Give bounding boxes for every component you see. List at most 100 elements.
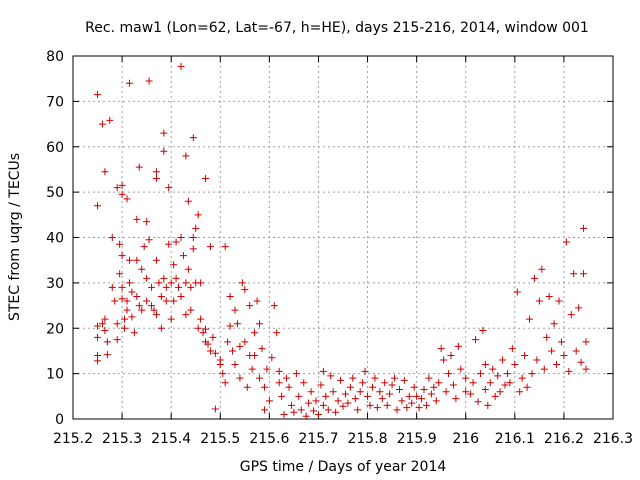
- data-point: [535, 297, 543, 305]
- data-point: [219, 370, 227, 378]
- data-point: [334, 397, 342, 405]
- data-point: [172, 238, 180, 246]
- y-tick-label: 70: [46, 94, 64, 110]
- data-point: [415, 404, 423, 412]
- data-point: [491, 392, 499, 400]
- data-point: [116, 240, 124, 248]
- data-point: [449, 381, 457, 389]
- data-point: [121, 324, 129, 332]
- data-point: [192, 224, 200, 232]
- data-point: [388, 381, 396, 389]
- data-point: [101, 315, 109, 323]
- data-point: [238, 279, 246, 287]
- data-point: [179, 252, 187, 260]
- data-point: [481, 361, 489, 369]
- data-point: [575, 304, 583, 312]
- data-point: [386, 390, 394, 398]
- data-points: [94, 62, 590, 420]
- data-point: [216, 361, 224, 369]
- data-point: [447, 351, 455, 359]
- data-point: [300, 379, 308, 387]
- data-point: [494, 372, 502, 380]
- ticks: 215.2 215.3 215.4 215.5 215.6 215.7 215.8 215.9…: [46, 49, 633, 447]
- data-point: [118, 295, 126, 303]
- data-point: [430, 383, 438, 391]
- data-point: [403, 404, 411, 412]
- x-tick-label: 216.2: [544, 431, 584, 447]
- data-point: [148, 302, 156, 310]
- data-point: [130, 329, 138, 337]
- data-point: [346, 383, 354, 391]
- data-point: [202, 325, 210, 333]
- data-point: [550, 320, 558, 328]
- data-point: [135, 163, 143, 171]
- data-point: [445, 370, 453, 378]
- data-point: [297, 406, 305, 414]
- data-point: [189, 245, 197, 253]
- data-point: [162, 283, 170, 291]
- data-point: [248, 365, 256, 373]
- data-point: [103, 351, 111, 359]
- grid: [73, 56, 613, 419]
- data-point: [398, 397, 406, 405]
- data-point: [400, 376, 408, 384]
- data-point: [202, 175, 210, 183]
- data-point: [160, 147, 168, 155]
- data-point: [295, 392, 303, 400]
- data-point: [557, 338, 565, 346]
- data-point: [231, 361, 239, 369]
- data-point: [152, 256, 160, 264]
- data-point: [226, 322, 234, 330]
- data-point: [118, 181, 126, 189]
- data-point: [545, 292, 553, 300]
- data-point: [143, 297, 151, 305]
- data-point: [543, 333, 551, 341]
- data-point: [381, 379, 389, 387]
- data-point: [211, 405, 219, 413]
- data-point: [427, 390, 435, 398]
- data-point: [123, 297, 131, 305]
- data-point: [324, 406, 332, 414]
- data-point: [206, 243, 214, 251]
- data-point: [393, 406, 401, 414]
- data-point: [138, 265, 146, 273]
- data-point: [145, 77, 153, 85]
- data-point: [224, 338, 232, 346]
- data-point: [457, 365, 465, 373]
- data-point: [513, 288, 521, 296]
- x-tick-label: 215.4: [151, 431, 191, 447]
- data-point: [256, 374, 264, 382]
- data-point: [476, 370, 484, 378]
- data-point: [562, 238, 570, 246]
- data-point: [540, 365, 548, 373]
- data-point: [373, 404, 381, 412]
- data-point: [292, 370, 300, 378]
- data-point: [553, 361, 561, 369]
- data-point: [125, 256, 133, 264]
- data-point: [521, 351, 529, 359]
- data-point: [341, 390, 349, 398]
- data-point: [108, 283, 116, 291]
- data-point: [94, 202, 102, 210]
- data-point: [582, 365, 590, 373]
- data-point: [420, 386, 428, 394]
- y-tick-label: 60: [46, 140, 64, 156]
- data-point: [133, 292, 141, 300]
- data-point: [211, 349, 219, 357]
- y-tick-label: 80: [46, 49, 64, 65]
- data-point: [258, 345, 266, 353]
- data-point: [408, 399, 416, 407]
- data-point: [256, 320, 264, 328]
- data-point: [204, 340, 212, 348]
- data-point: [182, 279, 190, 287]
- data-point: [165, 184, 173, 192]
- data-point: [241, 286, 249, 294]
- data-point: [484, 401, 492, 409]
- data-point: [251, 351, 259, 359]
- data-point: [128, 288, 136, 296]
- data-point: [437, 345, 445, 353]
- data-point: [319, 367, 327, 375]
- data-point: [580, 270, 588, 278]
- data-point: [165, 240, 173, 248]
- data-point: [376, 388, 384, 396]
